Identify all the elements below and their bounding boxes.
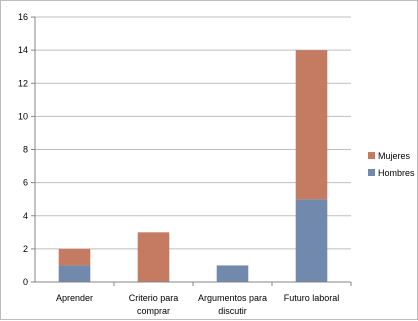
legend-swatch-hombres xyxy=(368,169,375,176)
legend-label-hombres: Hombres xyxy=(378,168,415,178)
legend-label-mujeres: Mujeres xyxy=(378,151,411,161)
y-tick-label: 16 xyxy=(18,12,28,22)
x-category-label: Argumentos para xyxy=(198,293,267,303)
y-tick-label: 4 xyxy=(23,211,28,221)
bar-mujeres xyxy=(58,248,91,266)
bar-hombres xyxy=(295,199,328,282)
bars xyxy=(58,50,328,282)
y-tick-label: 8 xyxy=(23,145,28,155)
legend-swatch-mujeres xyxy=(368,152,375,159)
y-tick-label: 6 xyxy=(23,178,28,188)
bar-hombres xyxy=(58,265,91,282)
x-category-label: Aprender xyxy=(56,293,93,303)
y-tick-label: 12 xyxy=(18,78,28,88)
y-tick-label: 10 xyxy=(18,111,28,121)
bar-mujeres xyxy=(295,50,328,200)
x-category-label: comprar xyxy=(137,306,170,316)
x-category-label: Futuro laboral xyxy=(284,293,340,303)
bar-mujeres xyxy=(137,232,170,282)
bar-hombres xyxy=(216,265,249,282)
legend: Mujeres Hombres xyxy=(368,151,415,178)
axes: 0 2 4 6 8 10 12 14 16 Aprender Criterio para compra… xyxy=(18,12,352,316)
y-tick-label: 14 xyxy=(18,45,28,55)
x-category-label: Criterio para xyxy=(129,293,179,303)
y-tick-label: 0 xyxy=(23,277,28,287)
gridlines xyxy=(35,16,351,250)
y-tick-label: 2 xyxy=(23,244,28,254)
x-category-label: discutir xyxy=(218,306,247,316)
